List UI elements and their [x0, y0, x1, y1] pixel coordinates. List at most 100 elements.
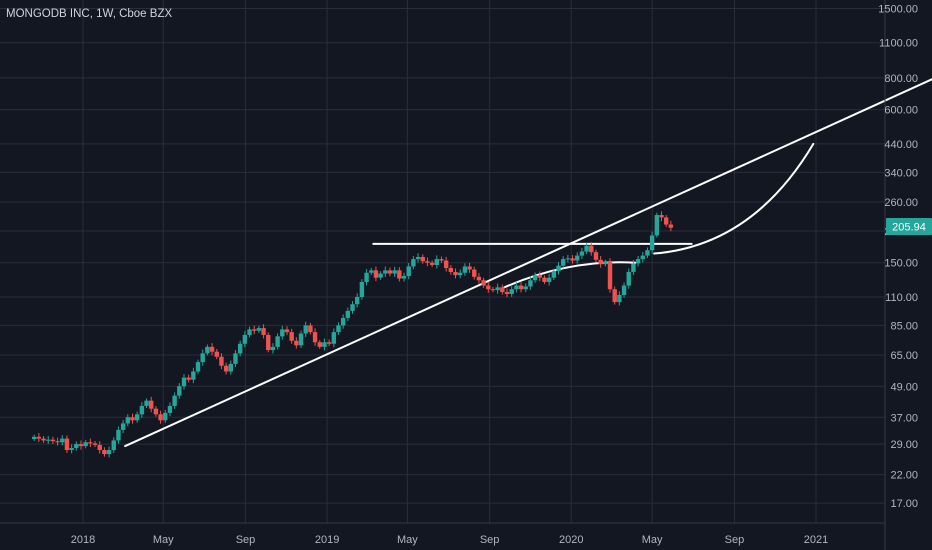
candle-body — [261, 328, 266, 335]
candle — [322, 338, 327, 351]
candle — [631, 260, 636, 276]
candle-body — [158, 414, 163, 421]
candle-body — [284, 329, 290, 333]
candle-body — [298, 333, 304, 346]
candle-body — [556, 265, 561, 272]
candle — [649, 231, 655, 254]
candle — [308, 322, 313, 335]
candle — [345, 307, 351, 322]
time-tick-label: May — [397, 534, 418, 546]
candle-body — [551, 271, 557, 278]
candle — [214, 349, 219, 360]
price-tick-label: 29.00 — [890, 439, 918, 451]
candle — [607, 258, 613, 293]
candle — [369, 267, 374, 275]
candle — [378, 271, 383, 280]
candle-body — [532, 275, 538, 281]
candle-body — [369, 270, 374, 273]
candle — [584, 242, 589, 255]
time-axis[interactable]: 2018 May Sep 2019 May Sep 2020 May Sep 2021 — [71, 534, 828, 546]
candle-body — [205, 346, 210, 354]
candle-body — [97, 444, 102, 451]
price-tick-label: 49.00 — [890, 381, 918, 393]
candle-body — [448, 267, 454, 272]
candle — [570, 255, 575, 264]
candle — [635, 255, 641, 267]
candle — [467, 262, 472, 273]
price-tick-label: 340.00 — [884, 167, 918, 179]
candle — [186, 374, 191, 383]
candle-body — [359, 281, 365, 297]
candle — [31, 434, 37, 442]
candle-body — [355, 296, 360, 305]
candle-body — [345, 310, 351, 318]
candle-body — [172, 395, 177, 406]
candle-body — [233, 353, 238, 364]
candle-body — [41, 438, 46, 441]
candle — [266, 332, 271, 353]
candle — [60, 435, 65, 446]
candle — [621, 282, 627, 298]
candle-body — [50, 439, 56, 442]
candle-body — [78, 444, 84, 447]
candle-body — [373, 270, 379, 278]
candle — [209, 343, 215, 356]
candles — [31, 211, 674, 458]
candle-body — [500, 287, 505, 293]
candle-body — [312, 332, 318, 343]
price-tick-label: 600.00 — [884, 105, 918, 117]
candle — [495, 283, 500, 294]
candle — [50, 436, 56, 444]
candle — [364, 268, 369, 286]
last-price-badge: 205.94 — [886, 218, 932, 235]
price-axis[interactable]: 1500.00 1100.00 800.00 600.00 440.00 340.00 26… — [878, 3, 918, 510]
candle-body — [88, 442, 93, 444]
candle — [303, 321, 308, 337]
candle-body — [575, 255, 580, 261]
candle-body — [280, 329, 285, 337]
candle-body — [74, 444, 79, 449]
candle — [270, 343, 276, 354]
candle — [406, 263, 411, 280]
candle — [64, 435, 70, 453]
candle-body — [252, 329, 257, 331]
candle-body — [542, 277, 547, 282]
candle — [36, 433, 42, 443]
candle — [589, 241, 594, 256]
candle-body — [560, 259, 566, 266]
candle — [205, 344, 210, 356]
candle-body — [237, 343, 243, 354]
candle-body — [228, 363, 234, 372]
candle-body — [397, 270, 402, 279]
candle-body — [668, 224, 674, 228]
curve-drawing — [653, 142, 815, 255]
candle — [476, 273, 482, 284]
candle-body — [83, 442, 88, 447]
candle-body — [603, 261, 608, 265]
candle-body — [191, 371, 196, 380]
candle-body — [289, 332, 294, 341]
candle-body — [570, 258, 575, 261]
candle — [373, 266, 379, 282]
candle — [593, 249, 599, 263]
candle-body — [593, 252, 599, 260]
candle-body — [36, 436, 42, 439]
candle — [191, 367, 196, 384]
drawings — [124, 78, 932, 448]
candle-body — [387, 270, 393, 274]
candle-body — [663, 217, 669, 225]
candle — [74, 441, 79, 451]
price-tick-label: 22.00 — [890, 470, 918, 482]
candle-body — [336, 325, 341, 333]
time-tick-label: 2021 — [804, 534, 828, 546]
candle-body — [523, 286, 528, 290]
candle — [617, 291, 622, 306]
candle — [336, 322, 341, 335]
candle — [532, 272, 538, 283]
candle — [575, 252, 580, 264]
candle — [663, 215, 669, 227]
candle — [425, 257, 430, 267]
price-tick-label: 17.00 — [890, 498, 918, 510]
